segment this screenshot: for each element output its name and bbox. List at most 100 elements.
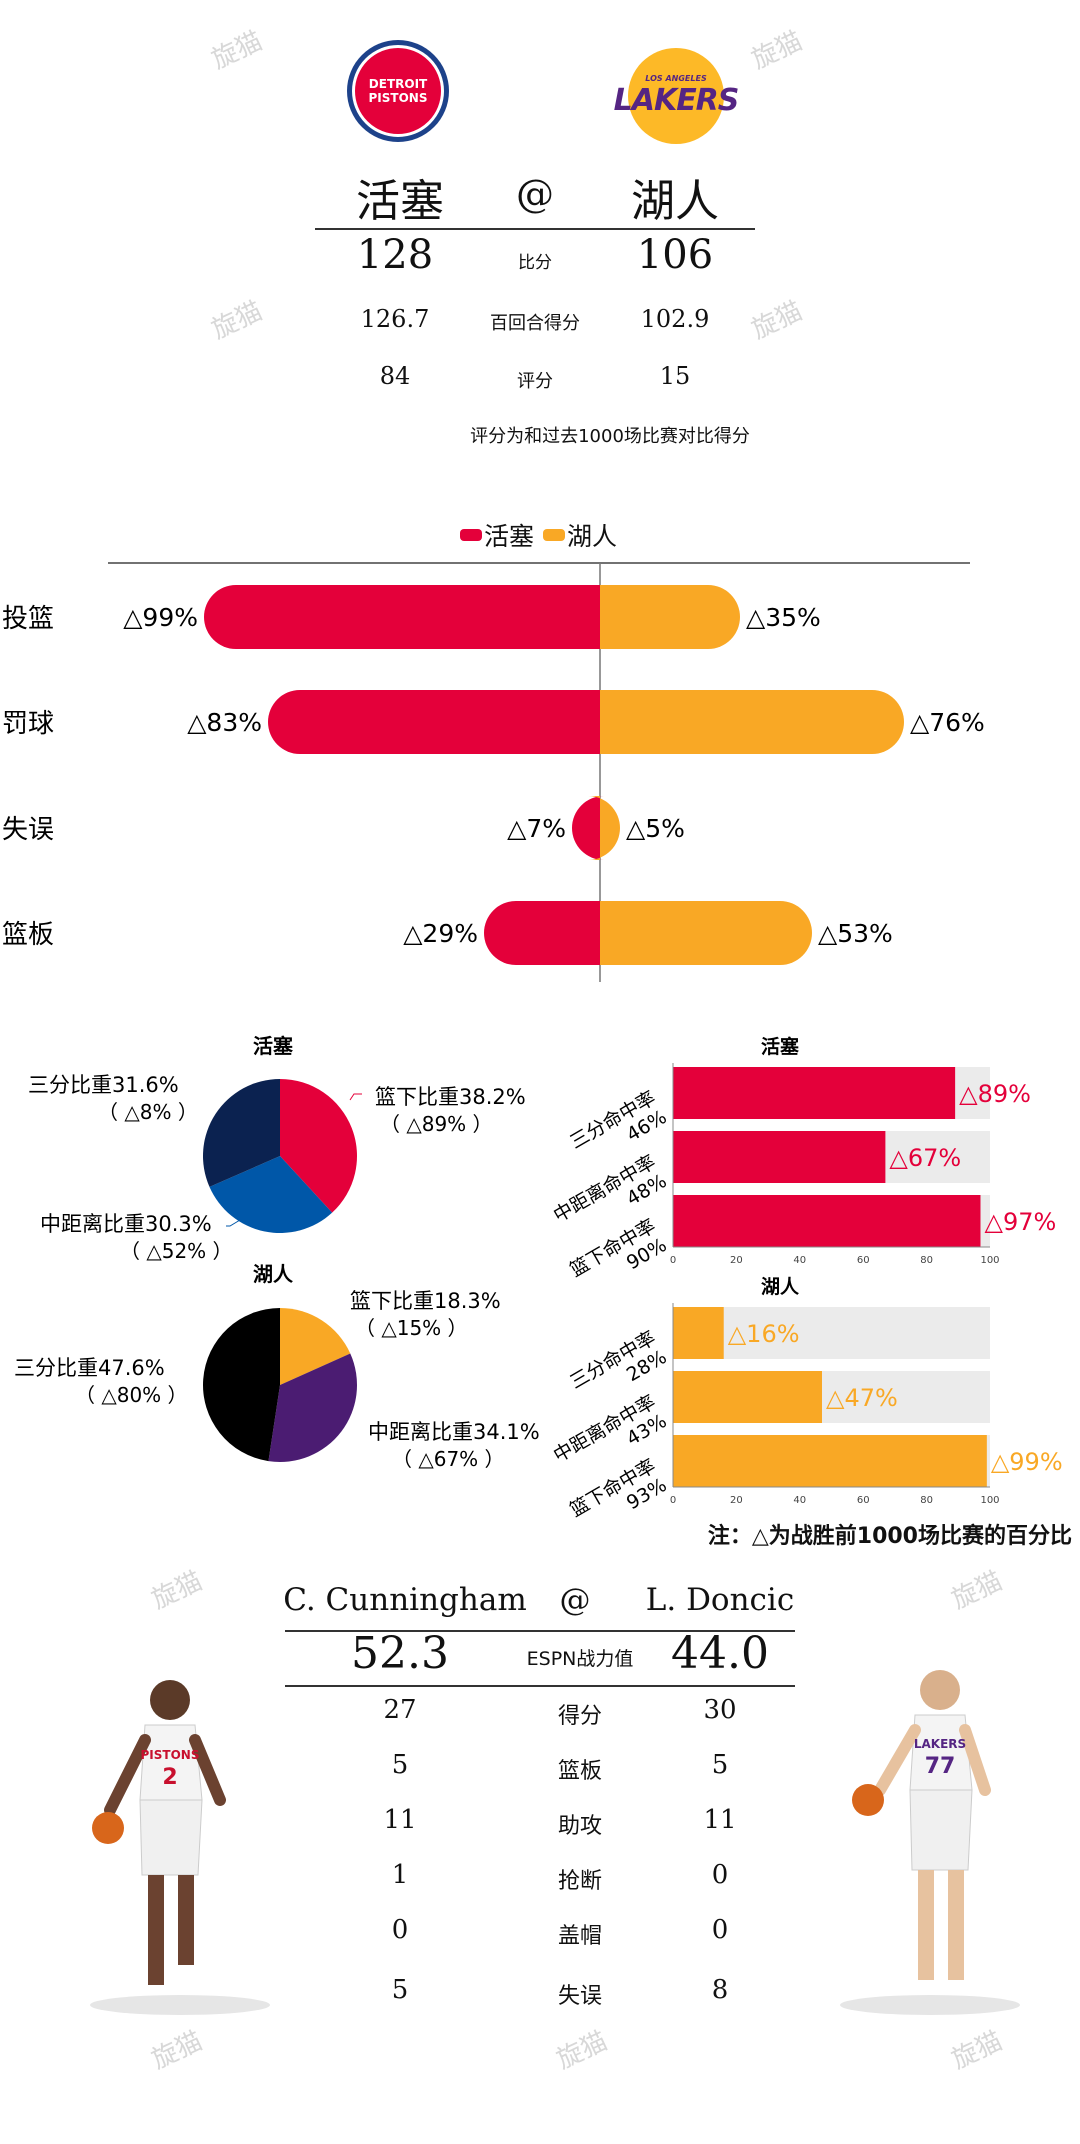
fg-axis-tick: 0 [670, 1255, 676, 1266]
legend-label-lakers: 湖人 [567, 522, 617, 551]
stat-value-away: 30 [703, 1695, 737, 1725]
watermark: 旋猫 [747, 296, 807, 346]
bar-value-lakers: △35% [746, 603, 821, 632]
bar-category-label: 投篮 [2, 604, 54, 634]
away-espn-rating: 44.0 [671, 1628, 769, 1679]
pie2-label-rim: 篮下比重18.3% [350, 1289, 501, 1313]
bar-lakers [588, 796, 620, 860]
stat-value-away: 11 [703, 1805, 737, 1835]
bar-value-pistons: △7% [507, 814, 566, 843]
bar-category-label: 罚球 [2, 709, 54, 739]
fg-axis-tick: 100 [980, 1495, 999, 1506]
stat-label: 助攻 [557, 1814, 602, 1839]
away-jersey-team: LAKERS [914, 1737, 966, 1751]
stat-value-home: 0 [391, 1915, 409, 1945]
comparison-bar-chart: 活塞 湖人 投篮 △99% △35% 罚球 △83% △76% 失误 △7% △5% 篮板 △29%… [2, 522, 985, 982]
fg-bar-value: △67% [889, 1144, 961, 1172]
stat-label: 抢断 [557, 1869, 602, 1894]
stat-value-home: 1 [391, 1860, 409, 1890]
stat-value-away: 8 [711, 1975, 729, 2005]
home-rating: 84 [379, 362, 411, 390]
fg-bar [673, 1131, 886, 1183]
lakers-logo-line1: LOS ANGELES [645, 74, 707, 83]
fg-bar [673, 1307, 724, 1359]
bar-lakers [600, 585, 740, 649]
shooting-efficiency-bars: 活塞 △89%三分命中率46%△67%中距离命中率48%△97%篮下命中率90%… [550, 1035, 1063, 1541]
fg-bar-value: △97% [984, 1208, 1056, 1236]
fg-bar-value: △99% [991, 1448, 1063, 1476]
bar-lakers [600, 690, 904, 754]
watermark: 旋猫 [207, 296, 267, 346]
away-player-image: LAKERS 77 [840, 1670, 1020, 2015]
fg-bar-value: △16% [728, 1320, 800, 1348]
pie-slice [202, 1079, 280, 1187]
pie-slice [280, 1308, 351, 1385]
home-player-name: C. Cunningham [283, 1582, 527, 1618]
watermark: 旋猫 [147, 1566, 207, 1616]
fg-axis-tick: 100 [980, 1255, 999, 1266]
score-label: 比分 [518, 253, 552, 273]
lakers-logo: LOS ANGELES LAKERS [614, 48, 739, 144]
players-divider-bottom [285, 1685, 795, 1687]
stat-value-away: 0 [711, 1860, 729, 1890]
shot-distribution-pies: 活塞 湖人 三分比重31.6% （ △8% ） 篮下比重38.2% （ △89%… [14, 1034, 540, 1471]
players-at: @ [559, 1582, 591, 1618]
header-divider [315, 228, 755, 230]
stat-label: 失误 [557, 1984, 602, 2009]
fg-axis-tick: 20 [730, 1255, 743, 1266]
pie-title-pistons: 活塞 [253, 1034, 294, 1058]
pie2-sub-mid: （ △67% ） [392, 1447, 505, 1471]
pie1-label-mid: 中距离比重30.3% [40, 1212, 212, 1236]
fg-bar [673, 1195, 981, 1247]
bar-pistons [204, 585, 600, 649]
home-player-image: PISTONS 2 [90, 1680, 270, 2015]
per100-label: 百回合得分 [490, 313, 580, 334]
fg-axis-tick: 40 [793, 1255, 806, 1266]
lakers-logo-line2: LAKERS [613, 83, 740, 118]
fg-category-label: 三分命中率46% [566, 1087, 670, 1173]
fg-axis-tick: 20 [730, 1495, 743, 1506]
fg-category-label: 三分命中率28% [566, 1327, 670, 1413]
home-jersey-team: PISTONS [141, 1748, 200, 1762]
away-jersey-number: 77 [925, 1754, 956, 1779]
pistons-logo-line2: PISTONS [368, 91, 428, 105]
fg-category-label: 篮下命中率93% [566, 1455, 670, 1541]
pie2-label-3pt: 三分比重47.6% [14, 1356, 165, 1380]
rating-label: 评分 [517, 371, 553, 392]
stat-value-home: 5 [391, 1975, 409, 2005]
fg-bar [673, 1435, 987, 1487]
header-at: @ [516, 172, 554, 216]
away-rating: 15 [659, 362, 691, 390]
players-divider-top [285, 1630, 795, 1632]
fg-bar [673, 1067, 956, 1119]
bar-value-lakers: △53% [818, 919, 893, 948]
bar-category-label: 篮板 [2, 920, 54, 950]
stat-label: 篮板 [557, 1759, 602, 1784]
away-per100: 102.9 [640, 305, 710, 333]
pie-slice [268, 1353, 357, 1462]
stat-label: 得分 [557, 1704, 602, 1729]
pistons-logo-line1: DETROIT [368, 77, 428, 91]
bar-pistons [572, 796, 604, 860]
home-jersey-number: 2 [162, 1765, 177, 1790]
pie-slice [203, 1308, 280, 1462]
home-score: 128 [356, 232, 434, 278]
pistons-logo: DETROIT PISTONS [347, 40, 449, 142]
away-score: 106 [636, 232, 714, 278]
fg-title-lakers: 湖人 [761, 1276, 800, 1298]
pie-labels: 三分比重31.6% （ △8% ） 篮下比重38.2% （ △89% ） 中距离… [14, 1073, 540, 1471]
pie2-sub-3pt: （ △80% ） [75, 1383, 188, 1407]
fg-bar-value: △89% [959, 1080, 1031, 1108]
pie1-leader-rim [349, 1093, 362, 1101]
stat-value-home: 27 [383, 1695, 417, 1725]
watermark: 旋猫 [747, 26, 807, 76]
legend-label-pistons: 活塞 [484, 522, 534, 551]
bar-value-pistons: △83% [187, 708, 262, 737]
pie1-sub-3pt: （ △8% ） [98, 1100, 198, 1124]
stat-value-home: 11 [383, 1805, 417, 1835]
pie2-sub-rim: （ △15% ） [355, 1316, 468, 1340]
watermark: 旋猫 [207, 26, 267, 76]
pie1-label-3pt: 三分比重31.6% [28, 1073, 179, 1097]
fg-axis-tick: 60 [857, 1495, 870, 1506]
pie-title-lakers: 湖人 [253, 1262, 294, 1286]
